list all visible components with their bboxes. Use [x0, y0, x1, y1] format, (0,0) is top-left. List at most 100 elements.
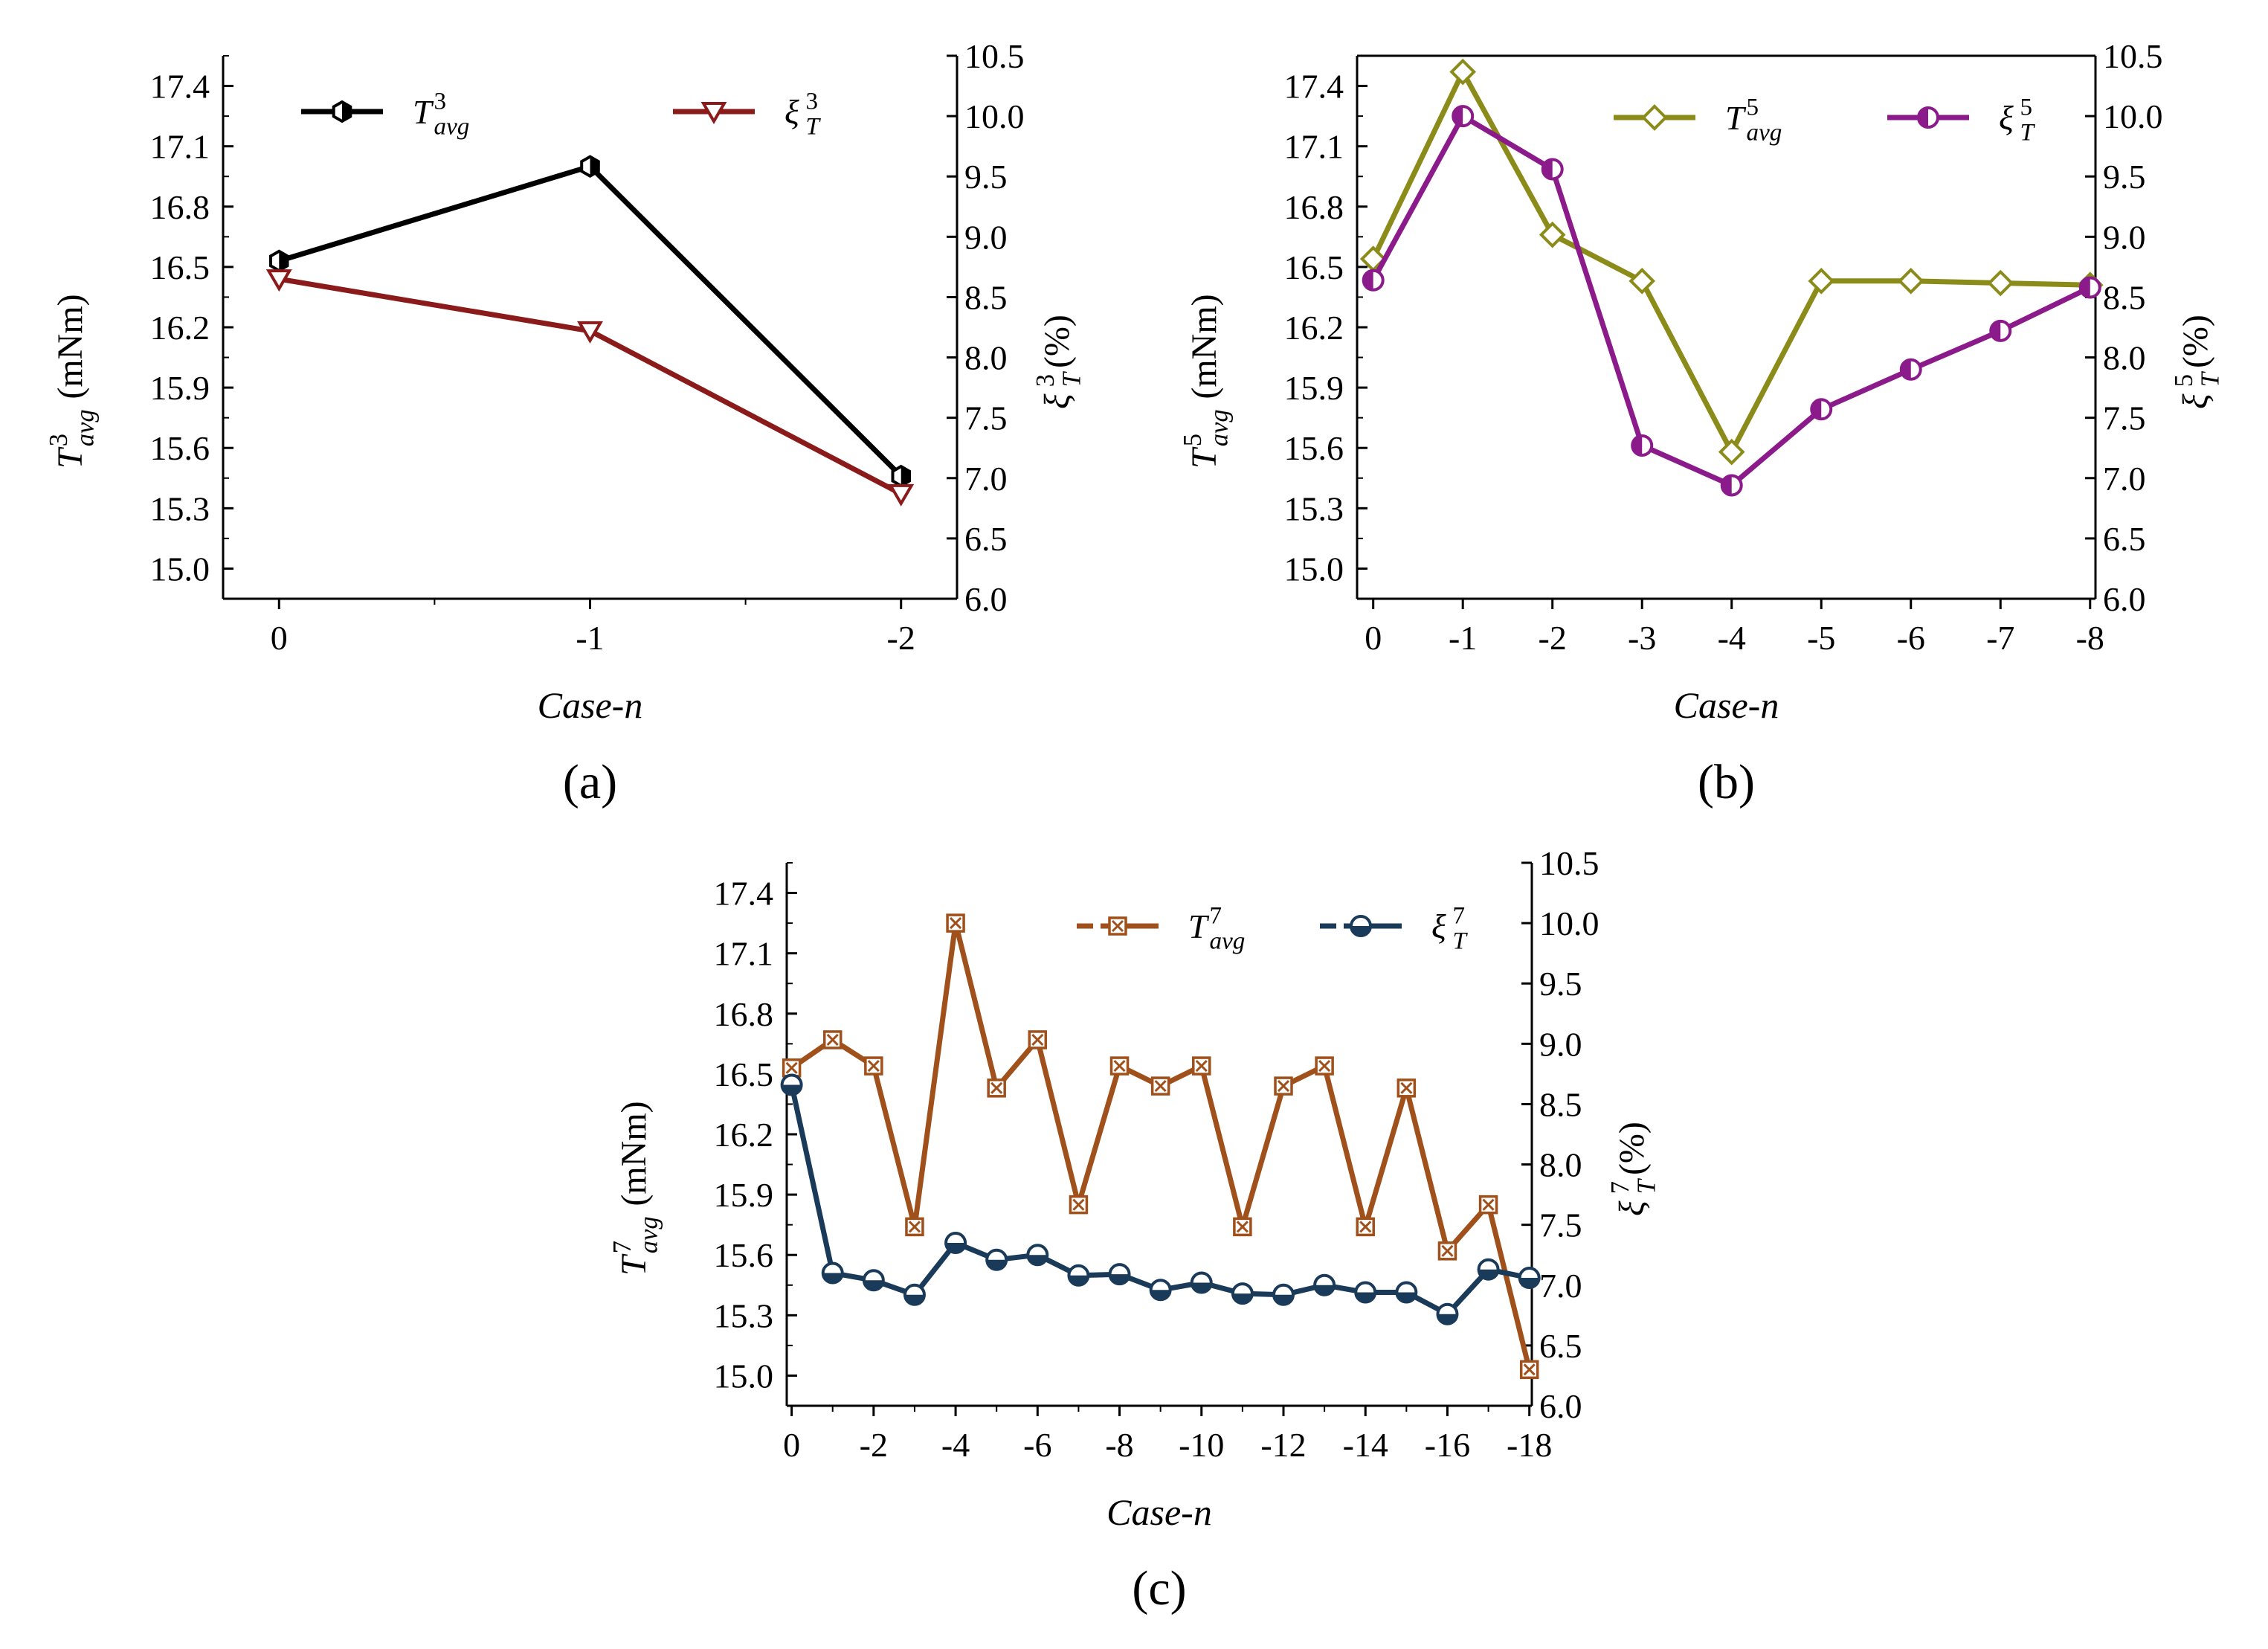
data-point-xi3T	[888, 483, 915, 507]
legend-label-xi7T-sub: T	[1453, 928, 1469, 955]
legend-label-xi3T-sym: ξ	[785, 93, 799, 131]
y-axis-label-right: ξ 7T (%)	[1606, 1122, 1661, 1216]
y-right-label-sub: T	[2196, 370, 2224, 387]
y-right-tick-label: 8.5	[2103, 278, 2146, 316]
x-tick-label: -4	[1718, 619, 1746, 657]
y-right-tick-label: 7.5	[964, 399, 1008, 437]
y-right-label-sup: 7	[1606, 1181, 1634, 1194]
y-left-tick-label: 15.9	[150, 369, 210, 407]
data-point-T5avg	[1628, 267, 1656, 295]
series-T7avg	[782, 913, 1539, 1380]
y-left-tick-label: 15.6	[150, 429, 210, 467]
data-point-T7avg-cross	[1072, 1198, 1085, 1211]
y-left-tick-label: 17.1	[1284, 128, 1344, 166]
y-left-tick-label: 17.4	[1284, 68, 1344, 106]
legend-label-xi5T-sub: T	[2020, 119, 2036, 147]
y-left-tick-label: 16.8	[714, 995, 774, 1033]
data-point-T5avg	[1539, 221, 1566, 248]
chart-panel-a: 15.0 15.3 15.6 15.9 16.2 16.5 16.8 17.1 17.4 6.0 6…	[45, 37, 1086, 809]
legend-label-T7avg-sup: 7	[1210, 902, 1222, 930]
y-left-tick-label: 16.8	[1284, 188, 1344, 226]
data-point-T7avg-cross	[1195, 1060, 1208, 1073]
data-point-T7avg-cross	[785, 1061, 798, 1074]
data-point-T5avg	[1897, 267, 1924, 295]
y-right-tick-label: 6.0	[1539, 1387, 1582, 1425]
x-axis-label: Case-n	[1674, 684, 1779, 726]
y-right-tick-label: 10.0	[2103, 97, 2163, 135]
y-left-tick-label: 17.4	[150, 68, 210, 106]
series-line-T7avg	[790, 920, 1533, 1371]
y-left-label-sym: T	[1185, 446, 1224, 469]
x-tick-label: -8	[1105, 1426, 1133, 1464]
data-point-xi7T-fill	[1274, 1294, 1293, 1305]
legend-label-T7avg-sub: avg	[1210, 928, 1246, 955]
y-right-label: ξ	[1612, 1200, 1652, 1216]
x-tick-label: 0	[271, 619, 288, 657]
data-point-xi7T-fill	[1356, 1292, 1376, 1302]
data-point-xi7T-fill	[1150, 1290, 1170, 1300]
data-point-T5avg	[1718, 438, 1745, 466]
x-tick-label: -2	[860, 1426, 888, 1464]
data-point-T7avg-cross	[1113, 1060, 1126, 1073]
x-tick-label: -7	[1986, 619, 2014, 657]
data-point-xi3T	[265, 269, 292, 292]
y-right-tick-label: 8.0	[1539, 1146, 1582, 1184]
data-point-T7avg-cross	[1359, 1221, 1372, 1233]
data-point-xi5T-fill	[1363, 270, 1373, 290]
y-left-tick-label: 15.6	[1284, 429, 1344, 467]
y-right-label-sym: ξ	[1612, 1200, 1652, 1216]
y-left-label-unit: (mNm)	[614, 1101, 654, 1206]
data-point-xi5T-fill	[1811, 399, 1822, 420]
data-point-xi7T-fill	[1191, 1282, 1211, 1293]
y-left-label: T	[614, 1253, 654, 1276]
y-right-label-unit: (%)	[2176, 315, 2215, 368]
y-right-tick-label: 9.5	[964, 158, 1008, 196]
data-point-xi5T-fill	[1721, 475, 1732, 495]
y-left-tick-label: 15.0	[1284, 550, 1344, 588]
x-tick-label: -16	[1425, 1426, 1470, 1464]
y-left-tick-label: 15.6	[714, 1236, 774, 1274]
data-point-T7avg-cross	[1400, 1081, 1413, 1094]
y-right-tick-label: 6.5	[1539, 1327, 1582, 1365]
y-left-label-sup: 7	[608, 1241, 637, 1253]
data-point-xi7T-fill	[987, 1259, 1007, 1270]
y-left-tick-label: 15.0	[714, 1357, 774, 1395]
data-point-xi5T-fill	[1542, 159, 1553, 179]
data-point-T7avg-cross	[950, 917, 962, 930]
legend-entry-xi5T: ξ 5T	[1887, 94, 2036, 147]
data-point-xi7T-fill	[782, 1084, 802, 1095]
data-point-xi7T-fill	[904, 1294, 924, 1305]
y-left-tick-label: 15.3	[150, 489, 210, 527]
legend-label-xi5T-sup: 5	[2020, 94, 2033, 121]
data-point-T3avg-fill	[590, 156, 599, 176]
y-right-label: ξ	[2176, 393, 2215, 409]
y-left-label: T	[51, 446, 90, 469]
data-point-T7avg-cross	[1482, 1198, 1495, 1211]
y-left-tick-label: 16.2	[1284, 309, 1344, 347]
y-left-tick-label: 17.1	[150, 128, 210, 166]
y-right-tick-label: 6.5	[2103, 520, 2146, 558]
x-tick-label: -3	[1628, 619, 1656, 657]
x-tick-label: -6	[1897, 619, 1925, 657]
data-point-T5avg	[1987, 269, 2014, 297]
x-tick-label: -1	[576, 619, 604, 657]
y-axis-label-right: ξ 3T (%)	[1031, 315, 1086, 409]
y-left-label-sub: avg	[71, 409, 99, 446]
y-left-label-sub: avg	[1205, 409, 1233, 446]
legend-label-T5avg: T	[1725, 99, 1747, 137]
data-point-xi7T-fill	[1437, 1314, 1457, 1324]
legend-label-xi3T-sup: 3	[806, 88, 819, 115]
y-right-tick-label: 8.5	[964, 278, 1008, 316]
y-left-label: T	[1185, 446, 1224, 469]
y-right-label-unit: (%)	[1612, 1122, 1652, 1175]
legend-marker-T3avg-fill	[342, 102, 351, 121]
y-left-tick-label: 16.2	[714, 1116, 774, 1154]
data-point-xi7T-fill	[1396, 1292, 1417, 1302]
y-right-tick-label: 7.0	[2103, 460, 2146, 498]
legend-label-T3avg-sup: 3	[434, 88, 447, 115]
x-tick-label: -10	[1179, 1426, 1224, 1464]
y-right-tick-label: 6.0	[964, 580, 1008, 618]
panel-label: (b)	[1698, 755, 1755, 809]
